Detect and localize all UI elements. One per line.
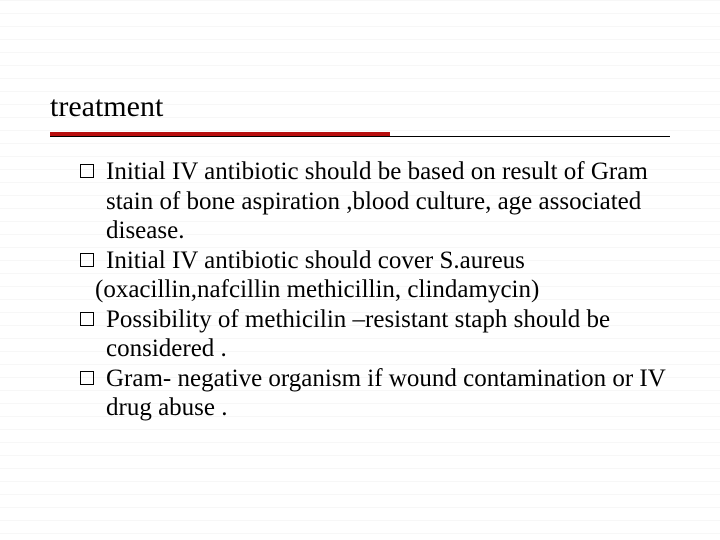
list-item-text: Initial IV antibiotic should be based on… <box>106 157 670 246</box>
content-area: Initial IV antibiotic should be based on… <box>50 157 670 423</box>
square-bullet-icon <box>80 164 94 178</box>
title-thin-rule <box>50 136 670 137</box>
slide-body: treatment Initial IV antibiotic should b… <box>0 0 720 423</box>
list-item-subtext: (oxacillin,nafcillin methicillin, clinda… <box>95 275 670 305</box>
square-bullet-icon <box>80 312 94 326</box>
square-bullet-icon <box>80 371 94 385</box>
list-item: Gram- negative organism if wound contami… <box>50 364 670 423</box>
list-item-text: Initial IV antibiotic should cover S.aur… <box>106 246 525 276</box>
list-item-text: Gram- negative organism if wound contami… <box>106 364 670 423</box>
list-item: Initial IV antibiotic should be based on… <box>50 157 670 246</box>
list-item: Initial IV antibiotic should cover S.aur… <box>50 246 670 276</box>
square-bullet-icon <box>80 253 94 267</box>
list-item-text: Possibility of methicilin –resistant sta… <box>106 305 670 364</box>
list-item: Possibility of methicilin –resistant sta… <box>50 305 670 364</box>
slide-title: treatment <box>50 90 670 130</box>
